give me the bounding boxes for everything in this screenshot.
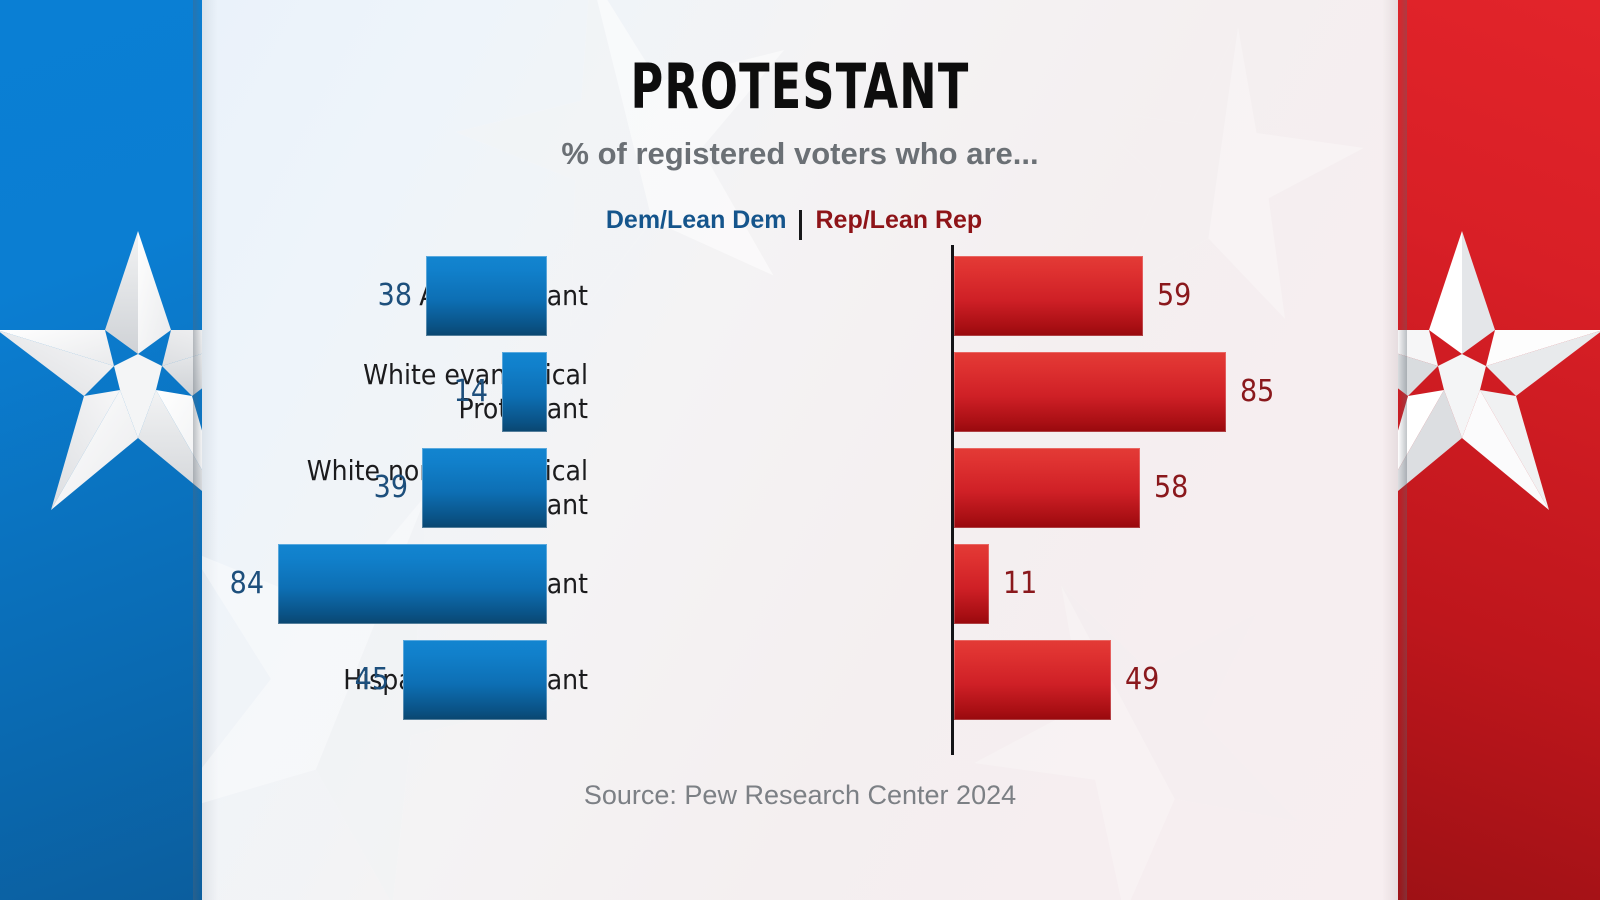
value-label-dem: 45: [354, 662, 389, 697]
bar-rep[interactable]: [954, 544, 989, 624]
bar-dem[interactable]: [502, 352, 547, 432]
bar-dem[interactable]: [403, 640, 547, 720]
plot-area: All Protestant 38 59 White evangelical P…: [202, 245, 1398, 755]
value-label-dem: 84: [229, 566, 264, 601]
bar-rep[interactable]: [954, 640, 1111, 720]
table-row: White evangelical Protestant 14 85: [202, 341, 1398, 443]
bar-dem[interactable]: [278, 544, 547, 624]
legend-item-rep: Rep/Lean Rep: [815, 206, 983, 234]
left-flag-panel: [0, 0, 202, 900]
value-label-rep: 11: [1003, 566, 1038, 601]
table-row: All Protestant 38 59: [202, 245, 1398, 347]
five-point-star-icon: [0, 231, 202, 510]
bar-rep[interactable]: [954, 256, 1143, 336]
table-row: Hispanic Protestant 45 49: [202, 629, 1398, 731]
bar-group: 39 58: [202, 448, 1398, 528]
bar-group: 38 59: [202, 256, 1398, 336]
legend-item-dem: Dem/Lean Dem: [605, 206, 787, 234]
table-row: White non-evangelical Protestant 39 58: [202, 437, 1398, 539]
bar-rep[interactable]: [954, 448, 1140, 528]
table-row: Black Protestant 84 11: [202, 533, 1398, 635]
stage-right-shadow: [1382, 0, 1398, 900]
value-label-dem: 14: [453, 374, 488, 409]
page-title: PROTESTANT: [630, 50, 970, 123]
bar-dem[interactable]: [426, 256, 547, 336]
stage-left-shadow: [202, 0, 218, 900]
chart-subtitle: % of registered voters who are...: [561, 136, 1039, 171]
value-label-dem: 39: [373, 470, 408, 505]
right-panel-edge-shadow: [1398, 0, 1407, 900]
bar-group: 14 85: [202, 352, 1398, 432]
value-label-rep: 49: [1125, 662, 1160, 697]
chart-header: PROTESTANT % of registered voters who ar…: [202, 50, 1398, 171]
bar-dem[interactable]: [422, 448, 547, 528]
chart-stage: PROTESTANT % of registered voters who ar…: [202, 0, 1398, 900]
legend: Dem/Lean Dem Rep/Lean Rep: [202, 206, 1398, 240]
value-label-rep: 85: [1240, 374, 1275, 409]
source-note: Source: Pew Research Center 2024: [583, 780, 1017, 810]
value-label-rep: 58: [1154, 470, 1189, 505]
legend-divider: [798, 210, 802, 240]
zero-axis-line: [951, 245, 954, 755]
value-label-rep: 59: [1157, 278, 1192, 313]
left-panel-edge-shadow: [193, 0, 202, 900]
value-label-dem: 38: [377, 278, 412, 313]
five-point-star-icon: [1398, 231, 1600, 510]
bar-rep[interactable]: [954, 352, 1226, 432]
right-flag-panel: [1398, 0, 1600, 900]
bar-group: 45 49: [202, 640, 1398, 720]
bar-group: 84 11: [202, 544, 1398, 624]
